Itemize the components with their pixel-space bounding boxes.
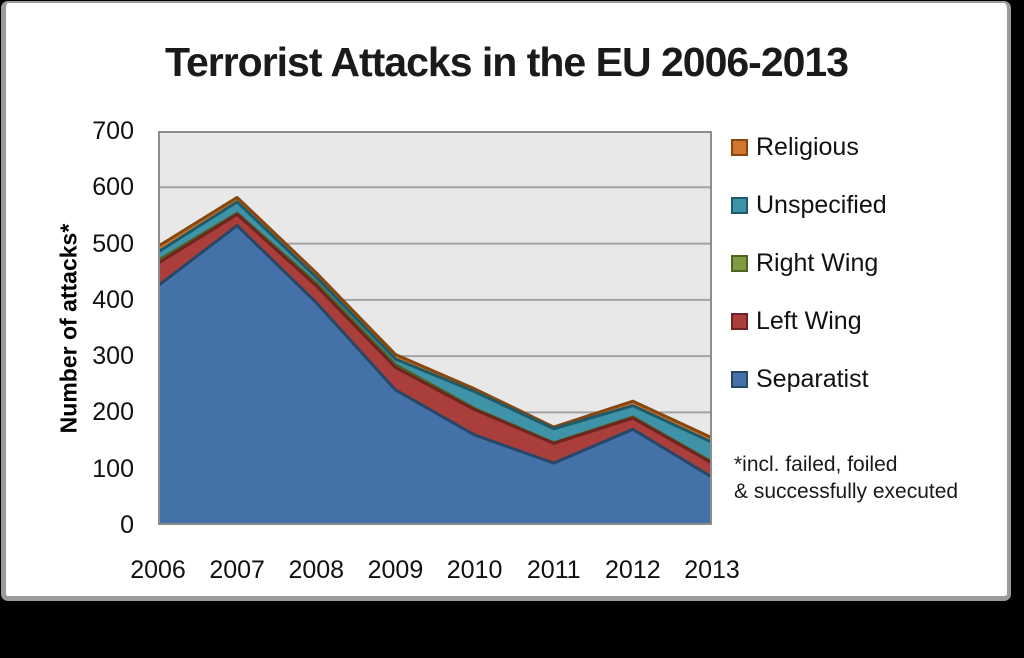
- legend-item-unspecified: Unspecified: [731, 189, 887, 221]
- legend-label: Separatist: [756, 364, 869, 393]
- legend-swatch: [731, 254, 748, 272]
- legend-swatch: [731, 138, 748, 156]
- x-tick-label: 2011: [526, 556, 581, 584]
- y-tick-label: 400: [92, 285, 134, 314]
- chart-card: Terrorist Attacks in the EU 2006-2013 Nu…: [1, 1, 1011, 601]
- legend-item-right-wing: Right Wing: [731, 247, 878, 279]
- legend-swatch: [731, 370, 748, 388]
- x-tick-label: 2012: [605, 556, 661, 584]
- legend-item-left-wing: Left Wing: [731, 305, 862, 337]
- legend-item-separatist: Separatist: [731, 363, 869, 395]
- y-tick-label: 600: [92, 173, 134, 202]
- x-tick-label: 2013: [684, 556, 740, 584]
- x-tick-label: 2007: [209, 556, 265, 584]
- legend-item-religious: Religious: [731, 131, 859, 163]
- y-tick-label: 700: [92, 117, 134, 145]
- y-tick-label: 200: [92, 398, 134, 427]
- y-tick-label: 0: [120, 511, 134, 539]
- x-tick-label: 2008: [288, 556, 345, 584]
- legend-label: Left Wing: [756, 306, 862, 335]
- x-tick-label: 2010: [446, 556, 503, 584]
- y-tick-label: 300: [92, 342, 134, 371]
- footnote: *incl. failed, foiled & successfully exe…: [734, 451, 958, 505]
- legend-label: Religious: [756, 132, 859, 161]
- plot-area: [156, 131, 714, 527]
- plot-border: [158, 131, 712, 525]
- legend-swatch: [731, 196, 748, 214]
- footnote-line: & successfully executed: [734, 480, 959, 503]
- y-tick-label: 500: [92, 229, 134, 258]
- y-tick-label: 100: [92, 454, 134, 483]
- chart-title: Terrorist Attacks in the EU 2006-2013: [164, 39, 849, 85]
- legend-label: Unspecified: [756, 190, 887, 219]
- legend-label: Right Wing: [756, 248, 879, 277]
- stacked-area-chart: [156, 131, 714, 527]
- legend-swatch: [731, 312, 748, 330]
- x-tick-label: 2006: [130, 556, 186, 584]
- footnote-line: *incl. failed, foiled: [734, 453, 898, 476]
- x-tick-label: 2009: [367, 556, 424, 584]
